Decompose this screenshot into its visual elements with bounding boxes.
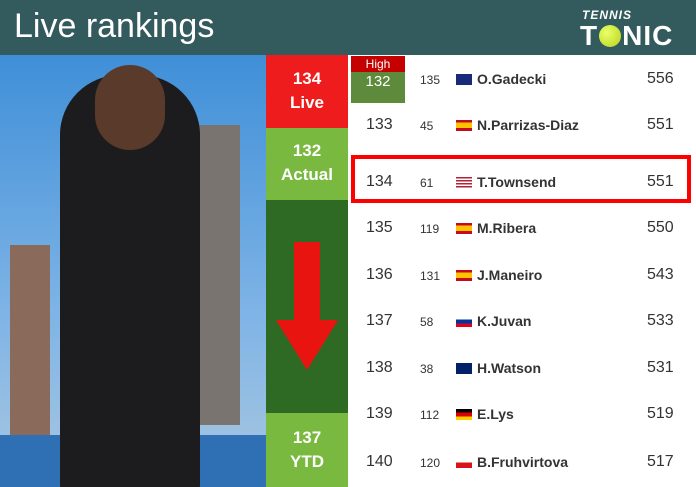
table-row: 134 61 T.Townsend 551 — [351, 155, 691, 203]
player-name[interactable]: B.Fruhvirtova — [477, 454, 569, 470]
player-name[interactable]: J.Maneiro — [477, 267, 543, 283]
table-row: 136 131 J.Maneiro 543 — [348, 252, 696, 299]
live-rank-box: 134 Live — [266, 55, 348, 128]
previous-rank: 120 — [420, 456, 441, 470]
table-row: 140 120 B.Fruhvirtova 517 — [348, 439, 696, 486]
table-row: 137 58 K.Juvan 533 — [348, 298, 696, 345]
rank: 136 — [366, 266, 393, 283]
flag-usa-icon — [456, 177, 472, 188]
previous-rank: 135 — [420, 73, 441, 87]
table-row: 133 45 N.Parrizas-Diaz 551 — [348, 102, 696, 149]
tennis-ball-icon — [599, 25, 622, 47]
points: 543 — [647, 266, 674, 283]
previous-rank: 131 — [420, 269, 441, 283]
player-name[interactable]: M.Ribera — [477, 220, 537, 236]
actual-rank-box: 132 Actual — [266, 128, 348, 200]
table-row: High 132 135 O.Gadecki 556 — [348, 56, 696, 103]
rank: 133 — [366, 116, 393, 133]
previous-rank: 119 — [420, 222, 440, 236]
player-name[interactable]: N.Parrizas-Diaz — [477, 117, 579, 133]
previous-rank: 38 — [420, 362, 434, 376]
flag-esp-icon — [456, 223, 472, 234]
points: 531 — [647, 359, 674, 376]
previous-rank: 112 — [420, 408, 440, 422]
down-arrow-icon — [276, 242, 338, 370]
previous-rank: 58 — [420, 315, 434, 329]
table-row: 139 112 E.Lys 519 — [348, 391, 696, 438]
points: 551 — [647, 116, 674, 133]
player-name[interactable]: H.Watson — [477, 360, 542, 376]
rank: 135 — [366, 219, 393, 236]
flag-esp-icon — [456, 270, 472, 281]
ranking-summary: 134 Live 132 Actual 137 YTD — [266, 55, 348, 487]
previous-rank: 61 — [420, 176, 434, 190]
trend-box — [266, 200, 348, 413]
rank: 139 — [366, 405, 393, 422]
points: 556 — [647, 70, 674, 87]
flag-svn-icon — [456, 316, 472, 327]
flag-gbr-icon — [456, 363, 472, 374]
player-name[interactable]: O.Gadecki — [477, 71, 547, 87]
flag-aus-icon — [456, 74, 472, 85]
flag-cze-icon — [456, 457, 472, 468]
rank: 140 — [366, 453, 393, 470]
ytd-rank-box: 137 YTD — [266, 413, 348, 487]
player-name[interactable]: E.Lys — [477, 406, 514, 422]
player-photo — [0, 55, 266, 487]
points: 551 — [647, 173, 674, 190]
rank: 134 — [366, 173, 393, 190]
previous-rank: 45 — [420, 119, 434, 133]
flag-ger-icon — [456, 409, 472, 420]
points: 517 — [647, 453, 674, 470]
points: 519 — [647, 405, 674, 422]
points: 533 — [647, 312, 674, 329]
career-high-label: High — [351, 56, 405, 72]
career-high-value: 132 — [365, 73, 391, 90]
page-title: Live rankings — [14, 7, 215, 45]
points: 550 — [647, 219, 674, 236]
rank: 137 — [366, 312, 393, 329]
player-name[interactable]: K.Juvan — [477, 313, 532, 329]
table-row: 138 38 H.Watson 531 — [348, 345, 696, 392]
player-name[interactable]: T.Townsend — [477, 174, 557, 190]
flag-esp-icon — [456, 120, 472, 131]
header: Live rankings TENNIS T NIC — [0, 0, 696, 55]
rank: 138 — [366, 359, 393, 376]
table-row: 135 119 M.Ribera 550 — [348, 205, 696, 252]
